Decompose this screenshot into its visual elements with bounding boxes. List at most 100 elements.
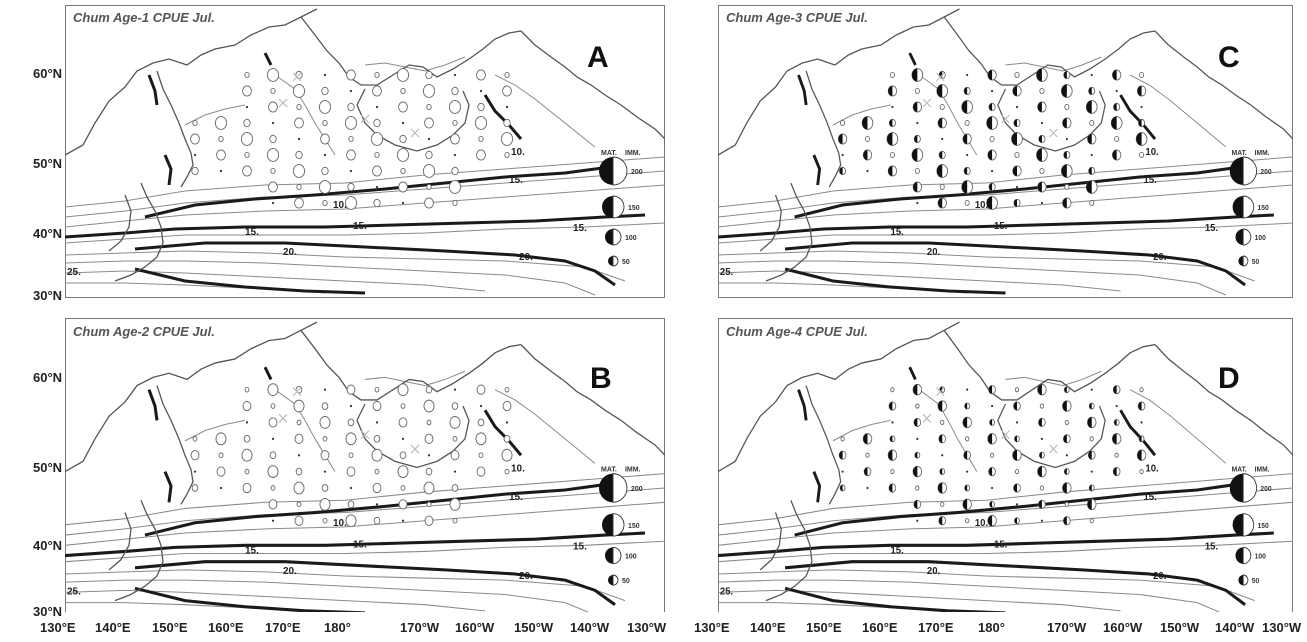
station-cpue-symbol [347,418,355,427]
lon-label-130e-left: 130°E [40,620,76,635]
station-point [1065,454,1068,457]
station-point [1040,201,1043,205]
station-cpue-symbol [268,417,278,428]
isotherm-heavy-line [797,389,808,421]
panel-letter-b: B [590,362,612,395]
isotherm-label: 20. [283,566,297,577]
station-cpue-symbol [1064,419,1069,425]
station-cpue-symbol [840,120,846,126]
station-point [941,137,944,141]
isotherm-heavy-line [784,241,1246,287]
station-mature-fill [938,516,943,525]
station-cpue-symbol [319,497,331,511]
station-cpue-symbol [293,399,305,413]
station-cpue-symbol [1139,72,1145,78]
isotherm-line [65,473,665,526]
station-mature-fill [840,484,843,491]
isotherm-line [718,282,968,294]
station-no-catch-mark [922,413,932,423]
station-cpue-symbol [477,418,485,427]
station-mature-fill [1086,100,1092,114]
station-cpue-symbol [399,451,407,460]
station-cpue-symbol [1014,72,1020,78]
isotherm-line [718,569,1255,602]
isotherm-label: 20. [927,566,941,577]
station-cpue-symbol [346,384,356,395]
station-mature-fill [989,501,993,508]
isotherm-line [718,184,1293,228]
station-point [453,73,457,77]
legend-header-immature: IMM. [625,150,641,157]
station-mature-fill [1037,101,1042,113]
station-cpue-symbol [344,116,358,130]
station-mature-fill [1088,451,1092,460]
station-cpue-symbol [426,419,432,426]
station-cpue-symbol [964,120,970,126]
isotherm-line [1005,370,1102,387]
station-cpue-symbol [476,384,486,395]
station-cpue-symbol [477,102,485,112]
station-point [401,437,405,440]
station-cpue-symbol [296,501,302,508]
station-cpue-symbol [504,468,510,475]
coastline [156,385,194,505]
station-point [349,404,353,408]
station-cpue-symbol [270,88,276,94]
isotherm-heavy-line [1119,94,1157,140]
station-point [453,388,457,391]
isotherm-heavy-line [163,154,173,186]
isotherm-heavy-line [718,213,1274,239]
station-point [375,421,379,424]
station-cpue-symbol [347,500,355,509]
station-cpue-symbol [374,152,380,158]
coastline [943,16,1156,86]
station-cpue-symbol [1039,485,1045,491]
legend-value: 150 [1258,205,1269,212]
coastline [1154,30,1293,140]
legend-value: 100 [625,553,637,561]
station-mature-fill [1111,116,1117,130]
station-point [991,404,994,408]
legend-value: 150 [1258,523,1269,530]
isotherm-label: 15. [891,227,905,238]
station-cpue-symbol [475,432,487,446]
isotherm-label: 20. [1153,571,1167,582]
station-cpue-symbol [191,166,199,176]
legend-value: 100 [1255,235,1266,242]
lon-label-180-right: 180° [978,620,1005,635]
map-c-canvas: 10. 15. 15. 15. 20. 20. 10. 15. 25. MAT. IMM. 200 15… [718,5,1293,298]
isotherm-label: 15. [509,175,523,186]
station-point [427,454,431,457]
lon-label-140e-right: 140°E [750,620,786,635]
station-mature-fill [1114,419,1117,426]
station-cpue-symbol [448,180,462,194]
station-mature-fill [938,197,943,209]
station-cpue-symbol [425,150,433,160]
legend-header-mature: MAT. [1232,150,1247,157]
station-cpue-symbol [374,468,380,475]
coastline [520,344,665,456]
station-cpue-symbol [322,120,328,126]
station-cpue-symbol [989,136,995,142]
coastline [114,499,164,602]
isotherm-heavy-line [263,366,273,381]
isotherm-heavy-line [144,480,626,537]
coastline [718,321,960,473]
station-point [1040,519,1043,522]
isotherm-label: 20. [283,247,297,258]
isotherm-heavy-line [147,74,159,106]
station-cpue-symbol [476,149,486,161]
isotherm-label: 20. [1153,252,1167,263]
station-no-catch-mark [1001,114,1010,124]
isotherm-line [832,419,891,442]
station-mature-fill [936,84,943,98]
station-cpue-symbol [266,68,280,82]
station-cpue-symbol [890,469,895,475]
panel-title-b: Chum Age-2 CPUE Jul. [73,324,215,339]
station-mature-fill [987,69,993,81]
station-cpue-symbol [373,118,381,128]
station-mature-fill [839,451,843,460]
station-cpue-symbol [321,166,329,176]
legend-mature-half [608,574,613,586]
station-mature-fill [1138,119,1142,127]
